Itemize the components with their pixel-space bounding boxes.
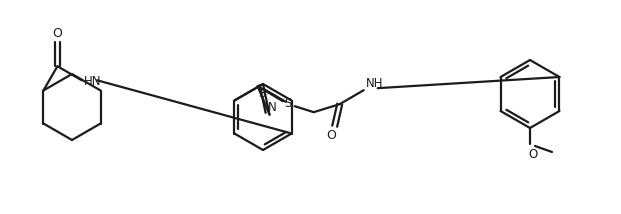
Text: S: S <box>284 97 291 110</box>
Text: O: O <box>326 129 335 142</box>
Text: NH: NH <box>366 77 383 90</box>
Text: O: O <box>53 27 62 40</box>
Text: N: N <box>268 101 277 114</box>
Text: S: S <box>258 87 265 100</box>
Text: HN: HN <box>84 75 101 88</box>
Text: O: O <box>528 149 538 162</box>
